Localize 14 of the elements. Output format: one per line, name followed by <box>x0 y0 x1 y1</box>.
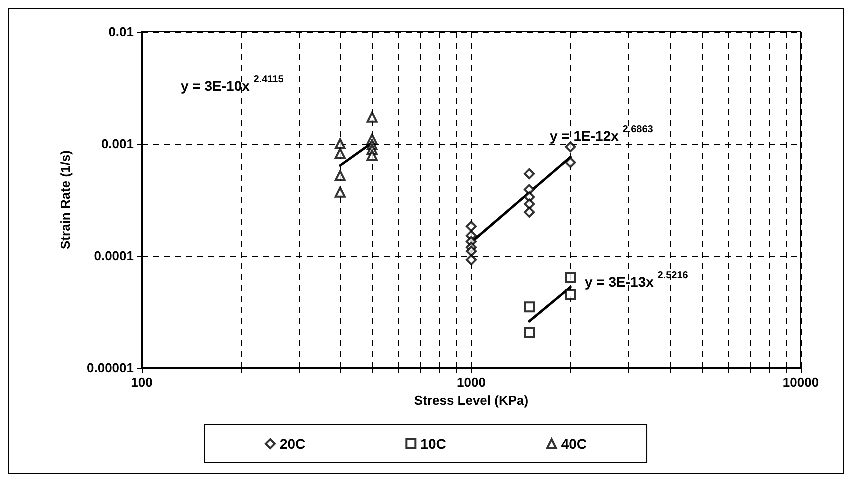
x-axis-title: Stress Level (KPa) <box>414 392 529 408</box>
annotation: y = 3E-10x 2.4115 <box>181 74 284 94</box>
legend-label: 40C <box>561 436 588 452</box>
y-axis-title: Strain Rate (1/s) <box>58 150 73 250</box>
y-tick-label: 0.0001 <box>94 248 134 264</box>
x-tick-label: 100 <box>131 375 153 390</box>
x-tick-label: 10000 <box>782 375 820 390</box>
y-tick-label: 0.001 <box>101 136 134 152</box>
y-tick-label: 0.01 <box>108 24 134 40</box>
legend-label: 20C <box>280 436 306 452</box>
annotation: y = 1E-12x 2.6863 <box>550 124 654 144</box>
y-tick-label: 0.00001 <box>87 360 134 376</box>
legend-label: 10C <box>420 436 446 452</box>
x-tick-label: 1000 <box>457 375 486 390</box>
